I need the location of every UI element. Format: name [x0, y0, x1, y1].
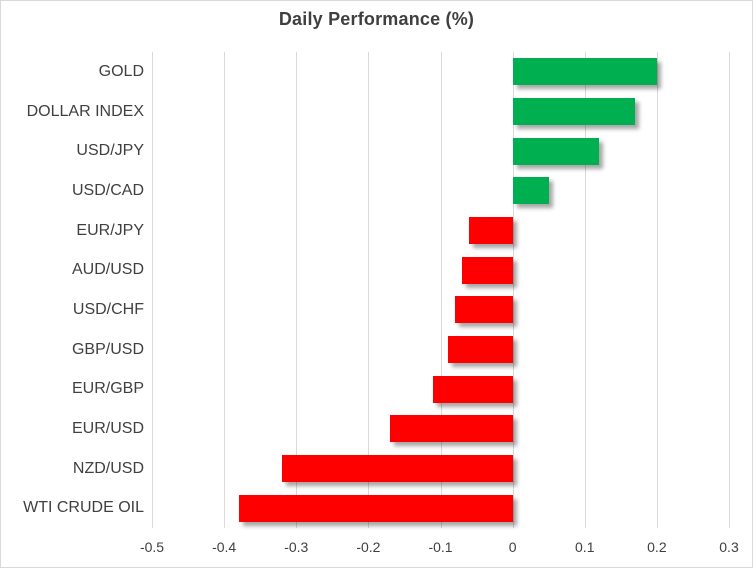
- bar-dollar-index: [512, 98, 636, 125]
- gridline: [584, 52, 586, 528]
- bar-usd-cad: [512, 177, 549, 205]
- category-label-usd-chf: USD/CHF: [72, 300, 144, 318]
- bar-gbp-usd: [447, 336, 513, 363]
- bar-eur-jpy: [469, 217, 513, 244]
- bar-usd-chf: [454, 296, 513, 324]
- x-tick-label: 0.1: [575, 539, 595, 555]
- x-tick-label: 0: [508, 539, 517, 555]
- category-label-usd-jpy: USD/JPY: [76, 142, 144, 160]
- x-tick-label: -0.4: [212, 539, 237, 555]
- plot-area: [151, 52, 730, 528]
- bar-usd-jpy: [512, 137, 600, 165]
- bar-eur-usd: [390, 415, 513, 443]
- x-tick-label: -0.2: [356, 539, 381, 555]
- category-label-gold: GOLD: [98, 62, 144, 80]
- category-label-wti-crude-oil: WTI CRUDE OIL: [23, 499, 144, 517]
- gridline: [223, 52, 225, 528]
- category-label-gbp-usd: GBP/USD: [71, 340, 144, 358]
- category-label-eur-usd: EUR/USD: [71, 419, 144, 437]
- bar-wti-crude-oil: [238, 494, 513, 522]
- gridline: [728, 52, 730, 528]
- gridline: [656, 52, 658, 528]
- bar-eur-gbp: [433, 375, 513, 403]
- bar-nzd-usd: [281, 455, 513, 482]
- gridline: [440, 52, 442, 528]
- x-tick-label: -0.1: [428, 539, 453, 555]
- bar-gold: [512, 58, 657, 86]
- category-axis-labels: GOLD DOLLAR INDEX USD/JPY USD/CAD EUR/JPY AUD…: [1, 52, 144, 528]
- category-label-usd-cad: USD/CAD: [71, 181, 144, 199]
- category-label-eur-gbp: EUR/GBP: [71, 380, 144, 398]
- chart-title: Daily Performance (%): [278, 9, 475, 29]
- category-label-nzd-usd: NZD/USD: [72, 459, 144, 477]
- gridline: [295, 52, 297, 528]
- gridline: [151, 52, 153, 528]
- bar-aud-usd: [462, 256, 513, 284]
- category-label-dollar-index: DOLLAR INDEX: [26, 102, 144, 120]
- gridline: [367, 52, 369, 528]
- x-tick-label: 0.3: [719, 539, 739, 555]
- category-label-eur-jpy: EUR/JPY: [76, 221, 144, 239]
- x-tick-label: -0.3: [284, 539, 309, 555]
- x-tick-label: -0.5: [139, 539, 165, 555]
- x-axis-tick-labels: -0.5 -0.4 -0.3 -0.2 -0.1 0 0.1 0.2 0.3: [1, 539, 752, 559]
- gridline: [512, 52, 514, 528]
- category-label-aud-usd: AUD/USD: [71, 261, 144, 279]
- x-tick-label: 0.2: [647, 539, 667, 555]
